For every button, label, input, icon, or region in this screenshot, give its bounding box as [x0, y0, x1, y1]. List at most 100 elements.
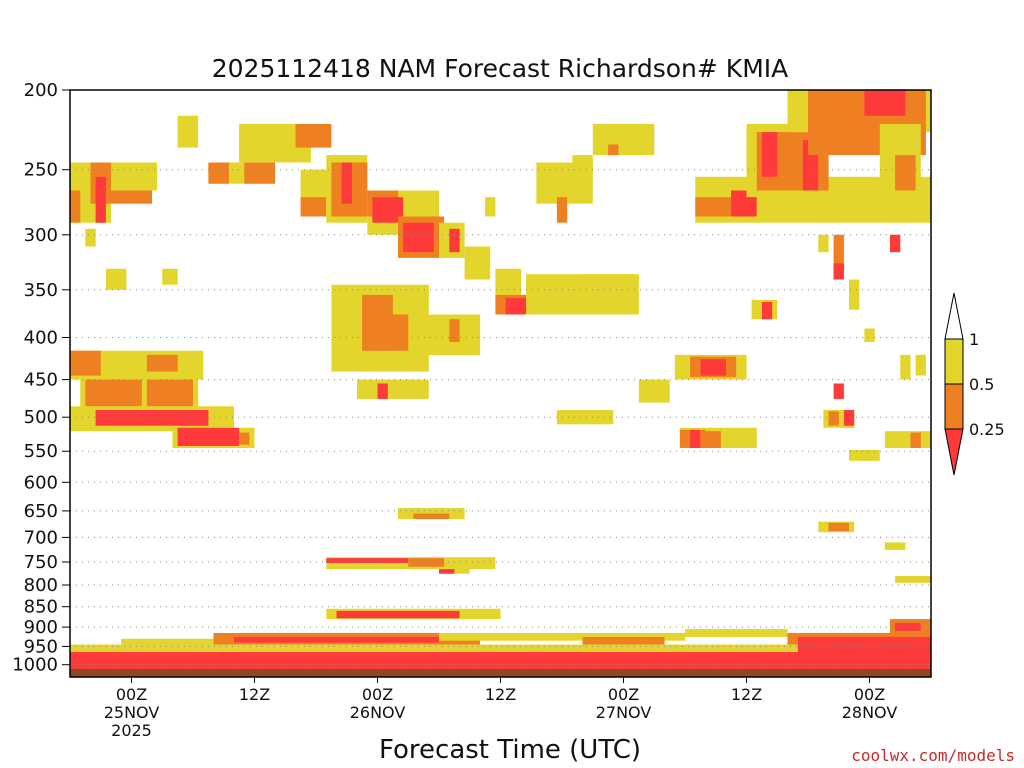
ri-cell-42: [408, 314, 481, 355]
ri-cell-4: [111, 162, 158, 191]
ri-cell-43: [449, 319, 460, 342]
ri-cell-23: [403, 222, 434, 253]
xtick-label-1-0: 12Z: [239, 685, 270, 704]
ri-cell-87: [915, 354, 926, 376]
xtick-label-6-1: 28NOV: [842, 703, 898, 722]
chart-title: 2025112418 NAM Forecast Richardson# KMIA: [212, 54, 789, 83]
ytick-label-300: 300: [24, 225, 58, 246]
ri-cell-110: [121, 638, 276, 647]
ytick-label-1000: 1000: [12, 655, 58, 676]
ri-cell-41: [367, 314, 414, 351]
xtick-label-0-1: 25NOV: [104, 703, 160, 722]
ytick-label-700: 700: [24, 527, 58, 548]
colorbar-bin-bottom: [944, 428, 964, 476]
colorbar-label-1: 0.5: [969, 375, 994, 394]
ri-cell-103: [408, 558, 445, 567]
ri-cell-46: [146, 354, 178, 372]
pressure-axis: 200 250 300 350 400 450 500 550 600 650 700 7508008…: [12, 80, 70, 676]
ri-cell-18: [341, 162, 352, 204]
ri-cell-49: [146, 379, 193, 407]
ri-cell-3: [95, 176, 106, 223]
credit-text: coolwx.com/models: [851, 746, 1015, 765]
colorbar-label-0: 1: [969, 330, 979, 349]
ri-cell-80: [818, 234, 829, 253]
xtick-label-2-1: 26NOV: [350, 703, 406, 722]
xtick-label-2-0: 00Z: [362, 685, 393, 704]
ri-cell-109: [70, 652, 931, 669]
ytick-label-750: 750: [24, 552, 58, 573]
ri-cell-107: [336, 610, 460, 619]
xtick-label-0-0: 00Z: [116, 685, 147, 704]
ri-cell-99: [398, 508, 465, 519]
ytick-label-900: 900: [24, 617, 58, 638]
ri-cell-2: [70, 190, 81, 223]
ri-cell-55: [357, 379, 429, 399]
ytick-label-600: 600: [24, 472, 58, 493]
richardson-cells: [70, 90, 932, 677]
ytick-label-400: 400: [24, 328, 58, 349]
ri-cell-54: [239, 432, 250, 445]
ri-cell-75: [864, 90, 906, 116]
colorbar: 1 0.5 0.25: [944, 292, 1005, 476]
xtick-label-4-1: 27NOV: [596, 703, 652, 722]
ri-cell-84: [864, 328, 875, 342]
ri-cell-61: [700, 359, 726, 376]
ytick-label-500: 500: [24, 407, 58, 428]
ytick-label-350: 350: [24, 280, 58, 301]
colorbar-bin-1: [944, 383, 964, 430]
ri-cell-114: [582, 636, 665, 645]
ri-cell-98: [895, 576, 931, 583]
ytick-label-550: 550: [24, 441, 58, 462]
ri-cell-35: [572, 155, 593, 177]
ri-cell-92: [884, 431, 931, 448]
ytick-label-950: 950: [24, 636, 58, 657]
ri-cell-56: [377, 383, 388, 399]
ri-cell-64: [690, 429, 701, 448]
xtick-label-5-0: 12Z: [731, 685, 762, 704]
ytick-label-650: 650: [24, 501, 58, 522]
ri-cell-11: [244, 162, 276, 184]
ri-cell-86: [900, 354, 911, 380]
ri-cell-15: [300, 197, 327, 217]
plot-area: 200 250 300 350 400 450 500 550 600 650 700 7508008…: [12, 80, 932, 740]
ri-cell-71: [761, 132, 778, 177]
ri-cell-100: [413, 513, 450, 519]
ri-cell-7: [162, 268, 178, 285]
ri-cell-27: [485, 197, 496, 217]
ri-cell-82: [833, 263, 844, 280]
ri-cell-104: [444, 566, 470, 574]
colorbar-label-2: 0.25: [969, 420, 1005, 439]
ri-cell-36: [556, 197, 568, 223]
ytick-label-450: 450: [24, 370, 58, 391]
ri-cell-112: [234, 636, 439, 643]
ytick-label-800: 800: [24, 575, 58, 596]
xtick-label-6-0: 00Z: [854, 685, 885, 704]
ri-cell-90: [828, 411, 839, 426]
ri-cell-58: [638, 379, 670, 403]
ri-cell-105: [439, 569, 455, 574]
ri-cell-10: [208, 162, 229, 184]
ri-cell-51: [95, 410, 209, 426]
ri-cell-57: [556, 410, 614, 425]
ri-cell-38: [608, 144, 619, 156]
ri-cell-120: [70, 669, 931, 677]
ri-cell-33: [582, 274, 634, 290]
ri-cell-119: [895, 623, 921, 631]
ri-cell-48: [85, 379, 142, 407]
ri-cell-81: [833, 234, 844, 280]
ri-cell-79: [761, 301, 773, 320]
ri-cell-94: [849, 449, 880, 461]
ri-cell-117: [797, 636, 932, 652]
ri-cell-97: [884, 542, 906, 550]
ytick-label-850: 850: [24, 597, 58, 618]
xtick-label-0-2: 2025: [111, 721, 152, 740]
ri-cell-30: [505, 297, 532, 315]
ri-cell-26: [464, 246, 491, 280]
ri-cell-93: [910, 432, 921, 448]
ri-cell-5: [85, 228, 96, 247]
ri-cell-13: [295, 124, 332, 148]
ri-cell-25: [449, 228, 460, 253]
xtick-label-3-0: 12Z: [485, 685, 516, 704]
